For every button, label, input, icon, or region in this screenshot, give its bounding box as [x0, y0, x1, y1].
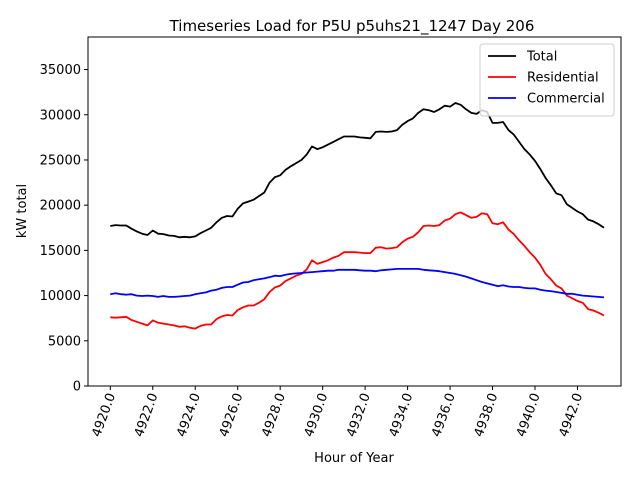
chart-title: Timeseries Load for P5U p5uhs21_1247 Day… [169, 17, 535, 36]
series-layer [110, 102, 605, 330]
series-line-total [110, 102, 605, 239]
y-axis-label: kW total [15, 184, 30, 238]
y-tick-label: 15000 [40, 244, 81, 259]
y-tick-label: 10000 [40, 289, 81, 304]
y-axis: 0 5000 10000 15000 20000 25000 30000 35000 [40, 63, 88, 395]
legend-label-residential: Residential [527, 71, 599, 86]
x-axis-label: Hour of Year [314, 451, 394, 466]
legend-items: Total Residential Commercial [488, 50, 605, 107]
legend: Total Residential Commercial [479, 43, 615, 117]
series-line-commercial [110, 267, 605, 299]
y-tick-label: 20000 [40, 199, 81, 214]
legend-label-total: Total [526, 50, 557, 65]
y-tick-label: 30000 [40, 108, 81, 123]
series-line-residential [110, 211, 605, 330]
y-tick-label: 0 [73, 380, 81, 395]
y-tick-label: 25000 [40, 153, 81, 168]
legend-label-commercial: Commercial [527, 92, 605, 107]
y-tick-label: 35000 [40, 63, 81, 78]
plot-frame [87, 36, 622, 387]
y-tick-label: 5000 [48, 334, 81, 349]
